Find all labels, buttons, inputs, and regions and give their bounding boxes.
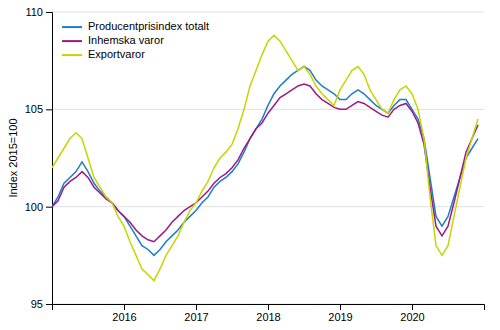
tick-mark [124,304,125,310]
tick-label: 95 [31,298,43,310]
tick: 95 [31,298,52,310]
legend-label: Exportvaror [88,48,145,60]
grid-line [52,206,484,207]
tick: 2019 [328,304,352,323]
grid [52,12,484,304]
y-axis-title: Index 2015=100 [7,118,19,197]
tick-mark [46,304,52,305]
legend: Producentprisindex totalt Inhemska varor E… [62,20,209,60]
tick-label: 100 [25,201,43,213]
legend-item: Inhemska varor [62,34,164,46]
tick: 2018 [256,304,280,323]
tick-label: 2019 [328,311,352,323]
legend-label: Inhemska varor [88,34,164,46]
tick-mark [46,207,52,208]
legend-label: Producentprisindex totalt [88,20,209,32]
series-line [52,35,478,280]
legend-swatch [62,54,82,56]
tick-label: 2020 [400,311,424,323]
lines [52,35,478,280]
tick-mark [412,304,413,310]
tick: 2017 [184,304,208,323]
tick-label: 2018 [256,311,280,323]
y-axis: 95 100 105 110 [25,6,53,310]
tick-label: 2017 [184,311,208,323]
tick-label: 105 [25,103,43,115]
tick: 100 [25,201,52,213]
tick-label: 110 [25,6,43,18]
tick-mark [46,12,52,13]
tick: 2016 [112,304,136,323]
axis-line [53,305,485,311]
legend-item: Producentprisindex totalt [62,20,209,32]
tick: 105 [25,103,52,115]
legend-swatch [62,40,82,42]
series-line [52,67,478,256]
grid-line [52,109,484,110]
tick-mark [268,304,269,310]
plot: 2016 2017 2018 2019 2020 95 100 105 110 Producent… [25,6,485,323]
tick: 110 [25,6,52,18]
tick-mark [196,304,197,310]
grid-line [52,12,484,13]
chart: 2016 2017 2018 2019 2020 95 100 105 110 Producent… [0,0,500,330]
series-line [52,84,478,242]
tick-label: 2016 [112,311,136,323]
tick: 2020 [400,304,424,323]
x-axis: 2016 2017 2018 2019 2020 [53,304,485,323]
legend-item: Exportvaror [62,48,145,60]
tick-mark [340,304,341,310]
legend-swatch [62,26,82,28]
axis-line [46,13,53,305]
tick-mark [46,109,52,110]
